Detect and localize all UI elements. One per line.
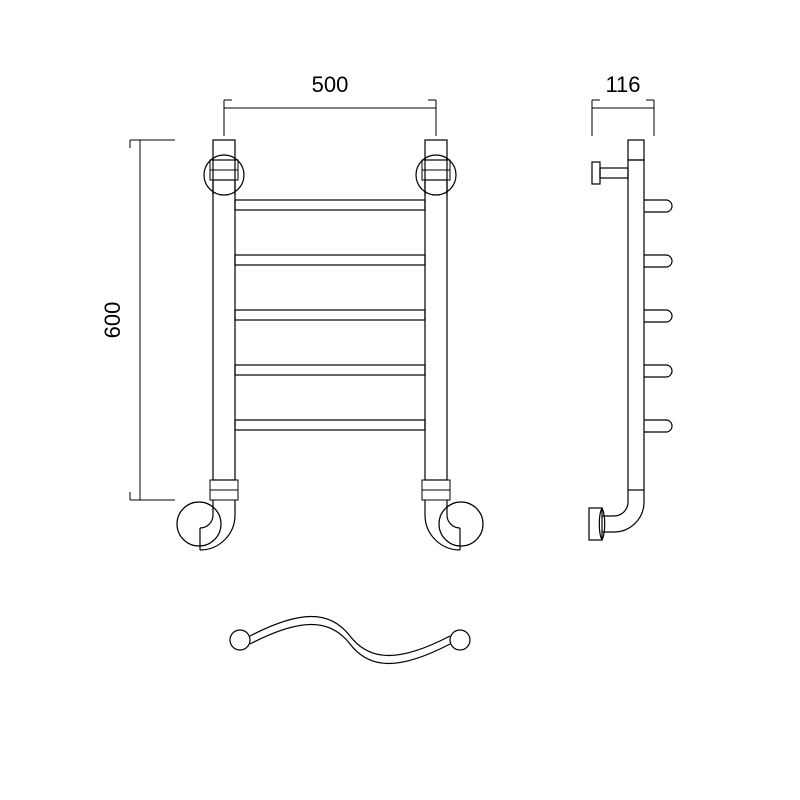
- top-view-s-curve-bottom: [250, 625, 450, 664]
- front-rung: [235, 200, 425, 210]
- front-rung: [235, 420, 425, 430]
- front-top-collar-left: [210, 160, 238, 180]
- side-top-stub: [628, 140, 644, 160]
- front-bottom-right: [425, 500, 483, 550]
- front-rail-left: [213, 180, 235, 480]
- front-view: [177, 140, 483, 550]
- front-rail-right: [425, 180, 447, 480]
- side-rail: [628, 160, 644, 490]
- side-bottom-wall-mount: [589, 490, 644, 540]
- dimension-depth: 116: [592, 72, 654, 136]
- side-top-wall-mount: [592, 162, 628, 184]
- technical-drawing: 500 116 600: [0, 0, 800, 800]
- dimension-width: 500: [224, 72, 436, 136]
- top-view-s-curve-top: [250, 617, 450, 656]
- dimension-height-label: 600: [100, 302, 125, 339]
- front-top-collar-right: [422, 160, 450, 180]
- side-view: [589, 140, 672, 540]
- front-rung: [235, 310, 425, 320]
- front-rung: [235, 365, 425, 375]
- dimension-depth-label: 116: [605, 72, 640, 97]
- front-bottom-collar-right: [422, 480, 450, 500]
- front-bottom-left: [177, 500, 235, 550]
- front-rung: [235, 255, 425, 265]
- top-view-ball-left: [230, 630, 250, 650]
- side-rung-stubs: [644, 200, 672, 432]
- dimension-height: 600: [100, 140, 175, 500]
- dimension-width-label: 500: [312, 72, 349, 97]
- top-view: [230, 617, 470, 664]
- front-bottom-collar-left: [210, 480, 238, 500]
- top-view-ball-right: [450, 630, 470, 650]
